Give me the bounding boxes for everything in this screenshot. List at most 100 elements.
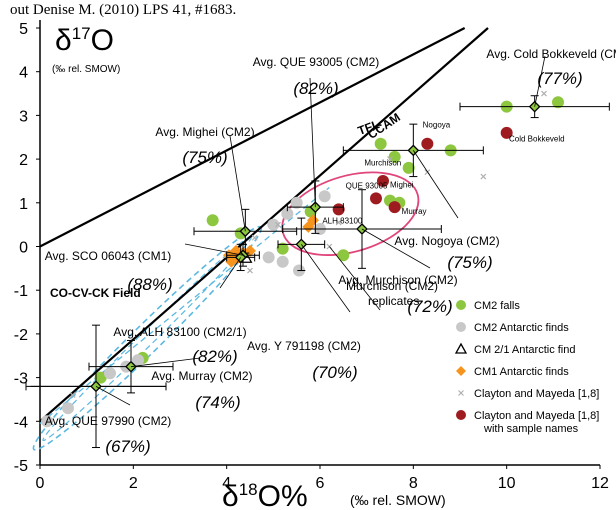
legend-marker: [458, 390, 464, 396]
legend-label: CM2 Antarctic finds: [474, 322, 569, 334]
y-tick-label: 0: [19, 240, 28, 257]
average-label: Avg. Mighei (CM2): [155, 125, 254, 139]
data-point: [541, 90, 547, 97]
leader-line: [412, 150, 459, 219]
data-point: [377, 174, 389, 187]
sample-name-label: QUE 93005: [346, 181, 388, 190]
data-point: [480, 173, 487, 180]
x-tick-label: 4: [222, 475, 231, 492]
average-label: Avg. Y 791198 (CM2): [247, 339, 361, 353]
average-label: Avg. QUE 93005 (CM2): [253, 55, 380, 69]
y-tick-label: 3: [19, 108, 28, 125]
data-point: [421, 137, 434, 150]
legend-label: Clayton and Mayeda [1,8]: [474, 410, 599, 422]
y-tick-label: 1: [19, 196, 28, 213]
sample-name-label: Nogoya: [423, 121, 451, 130]
murchison-replicates-label-2: replicates: [368, 294, 419, 308]
average-percent: (82%): [192, 347, 237, 366]
data-point: [41, 415, 53, 428]
data-point: [251, 234, 258, 241]
sample-name-label: Murray: [402, 207, 427, 216]
legend-marker: [456, 300, 466, 310]
data-point: [332, 203, 345, 216]
x-stroke: [247, 267, 253, 274]
data-point: [104, 367, 116, 380]
y-tick-label: 5: [19, 21, 28, 38]
sample-name-label: Cold Bokkeveld: [509, 135, 565, 144]
average-percent: (82%): [293, 79, 338, 98]
y-tick-label: -5: [14, 458, 28, 475]
average-label: Avg. SCO 06043 (CM1): [45, 249, 172, 263]
y-tick-label: 2: [19, 152, 28, 169]
legend-label: CM 2/1 Antarctic find: [474, 344, 576, 356]
y-tick-label: -1: [14, 283, 28, 300]
ccam-dashed-line: [39, 187, 330, 424]
tfl-line: [39, 27, 466, 248]
data-point: [267, 218, 280, 231]
legend-marker: [456, 410, 466, 420]
average-marker: [226, 243, 256, 272]
y-tick-label: -3: [14, 371, 28, 388]
x-tick-label: 2: [129, 475, 138, 492]
x-stroke: [541, 90, 547, 97]
data-point: [370, 192, 382, 205]
data-point: [69, 392, 76, 399]
data-point: [94, 371, 107, 384]
legend-label: Clayton and Mayeda [1,8]: [474, 388, 599, 400]
x-stroke: [458, 390, 464, 396]
y-tick-label: -2: [14, 327, 28, 344]
data-point: [275, 221, 281, 228]
average-label: Avg. Murray (CM2): [151, 369, 252, 383]
leader-line: [534, 55, 546, 107]
data-point: [247, 267, 253, 274]
data-point: [132, 354, 144, 367]
leader-line: [329, 246, 381, 311]
leader-line: [95, 385, 131, 406]
average-label: Avg. Murchison (CM2): [338, 273, 457, 287]
text-labels: Avg. Cold Bokkeveld (CM2) (77%) Avg. QUE 9…: [45, 47, 616, 456]
x-tick-label: 10: [498, 475, 516, 492]
x-axis-title: δ18O%: [222, 480, 308, 510]
co-cv-ck-field-label: CO-CV-CK Field: [50, 286, 141, 300]
sample-name-label: Mighei: [390, 181, 414, 190]
legend-marker: [454, 342, 468, 354]
data-point: [552, 96, 564, 109]
x-tick-label: 0: [36, 475, 45, 492]
data-point: [62, 402, 74, 415]
x-stroke: [480, 173, 487, 180]
average-label: Avg. Nogoya (CM2): [394, 234, 499, 248]
data-point: [302, 220, 315, 233]
x-tick-label: 6: [316, 475, 325, 492]
data-point: [402, 161, 415, 174]
data-point: [318, 190, 331, 203]
sample-name-label: ALH 83100: [322, 216, 363, 225]
x-stroke: [251, 234, 258, 241]
data-point: [500, 126, 513, 139]
leader-line: [309, 77, 316, 208]
average-label: Avg. Cold Bokkeveld (CM2): [486, 47, 616, 61]
x-stroke: [335, 219, 342, 226]
data-point: [387, 156, 393, 163]
leader-line: [361, 228, 431, 269]
y-axis-unit: (‰ rel. SMOW): [52, 64, 120, 75]
data-point: [281, 207, 294, 220]
average-percent: (75%): [182, 148, 227, 167]
x-axis-unit: (‰ rel. SMOW): [350, 492, 446, 508]
y-axis-title: δ17O: [55, 24, 114, 57]
y-tick-label: -4: [14, 414, 28, 431]
average-label: Avg. QUE 97990 (CM2): [45, 414, 172, 428]
ccam-line: [39, 27, 489, 423]
average-percent: (67%): [105, 437, 150, 456]
data-point: [388, 201, 401, 214]
legend-label-2: with sample names: [483, 423, 579, 435]
sample-name-label: Murchison: [364, 159, 401, 168]
x-tick-label: 8: [409, 475, 418, 492]
x-tick-label: 12: [591, 475, 609, 492]
data-point: [374, 137, 387, 150]
y-tick-label: 4: [19, 65, 28, 82]
legend-label: CM2 falls: [474, 300, 520, 312]
average-percent: (77%): [537, 69, 582, 88]
